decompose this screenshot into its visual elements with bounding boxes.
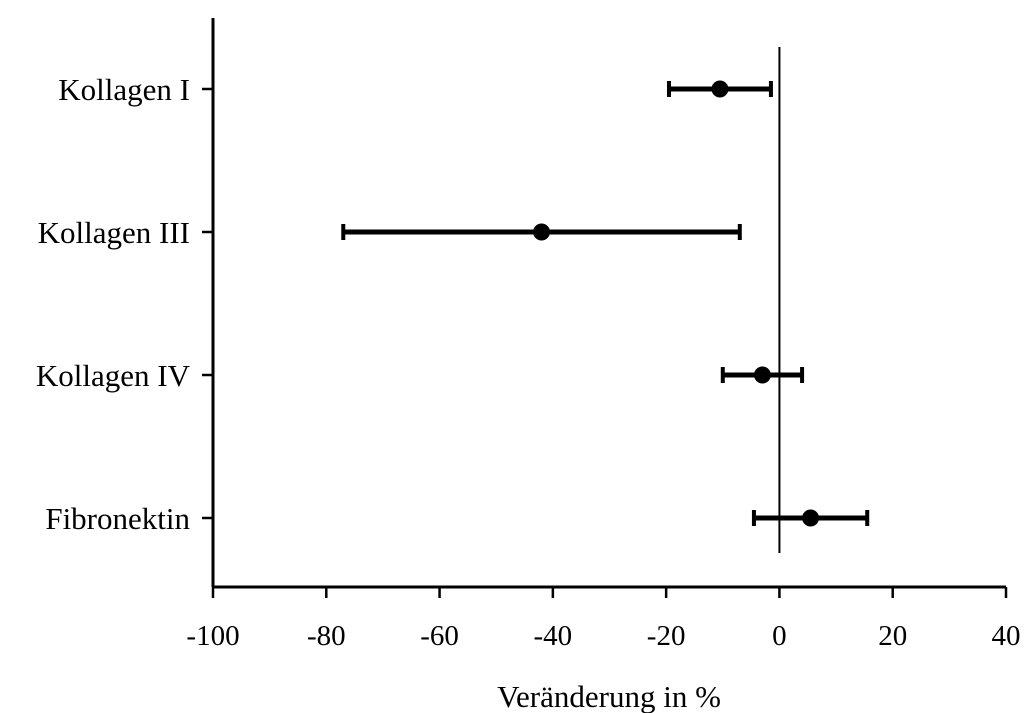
- data-row: [720, 366, 805, 384]
- x-tick-label: 40: [992, 620, 1021, 652]
- data-row: [751, 509, 870, 527]
- x-axis-tick-labels: -100 -80 -60 -40 -20 0 20 40: [186, 620, 1020, 652]
- x-tick-label: -60: [420, 620, 459, 652]
- x-axis-ticks: [211, 587, 1008, 598]
- x-tick-label: -20: [647, 620, 686, 652]
- x-tick-label: -80: [307, 620, 346, 652]
- data-row: [341, 223, 742, 241]
- y-axis-ticks: [202, 87, 213, 520]
- category-label: Kollagen IV: [36, 358, 191, 393]
- x-tick-label: 20: [878, 620, 907, 652]
- category-label: Fibronektin: [45, 501, 190, 536]
- data-row: [666, 80, 773, 98]
- data-marks: [341, 80, 870, 527]
- point-estimate-marker: [753, 366, 771, 384]
- point-estimate-marker: [802, 509, 820, 527]
- x-tick-label: -100: [186, 620, 239, 652]
- x-tick-label: -40: [534, 620, 573, 652]
- y-axis-category-labels: Kollagen I Kollagen III Kollagen IV Fibrone…: [36, 72, 191, 536]
- category-label: Kollagen III: [38, 215, 190, 250]
- category-label: Kollagen I: [58, 72, 190, 107]
- x-axis-title: Veränderung in %: [497, 679, 721, 713]
- point-estimate-marker: [533, 223, 551, 241]
- point-estimate-marker: [711, 80, 729, 98]
- x-tick-label: 0: [772, 620, 787, 652]
